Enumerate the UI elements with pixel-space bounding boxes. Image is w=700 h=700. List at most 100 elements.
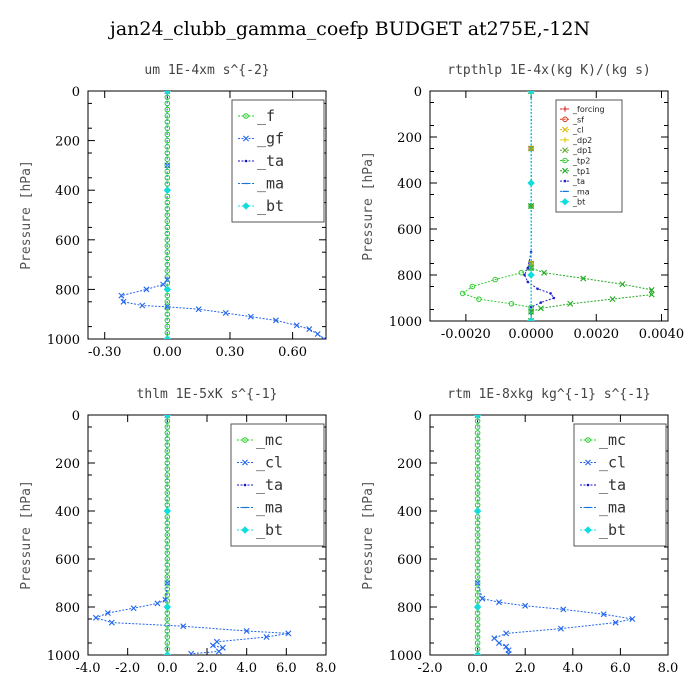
panel-title: thlm 1E-5xK s^{-1}	[137, 387, 278, 402]
series-cl-point	[496, 599, 503, 606]
legend-label: _tp1	[572, 167, 590, 176]
legend-label: _ma	[257, 175, 284, 193]
y-tick-label: 0	[72, 409, 80, 424]
legend-label: _forcing	[572, 105, 605, 114]
y-tick-label: 0	[414, 409, 422, 424]
legend-label: _dp1	[572, 146, 592, 155]
series-tp1-point	[541, 269, 548, 276]
series-cl-point	[600, 611, 607, 618]
series-cl-point	[215, 648, 222, 655]
series-bt-point	[473, 507, 482, 515]
series-cl-point	[522, 602, 529, 609]
series-ta-point	[526, 280, 530, 284]
x-tick-label: 0.30	[215, 345, 244, 360]
legend-label: _ma	[572, 187, 590, 196]
series-cl-point	[92, 614, 99, 621]
x-tick-label: -4.0	[75, 661, 100, 676]
series-mc-point	[474, 616, 481, 622]
series-ta-point	[536, 287, 539, 291]
series-bt-point	[473, 415, 482, 419]
series-cl-point	[629, 616, 636, 622]
y-tick-label: 400	[397, 505, 422, 520]
legend-marker	[562, 106, 568, 112]
series-cl-point	[612, 619, 619, 626]
series-group	[118, 91, 326, 339]
series-bt-point	[163, 507, 172, 515]
series-bt-point	[163, 415, 172, 419]
legend-label: _cl	[256, 454, 283, 472]
legend-marker	[561, 197, 569, 206]
series-bt-point	[527, 271, 535, 279]
series-f-point	[164, 106, 171, 113]
x-tick-label: 8.0	[316, 661, 337, 676]
legend-label: _ta	[572, 177, 585, 186]
y-tick-label: 0	[414, 85, 422, 100]
x-tick-label: -0.0020	[441, 327, 491, 342]
legend-box	[573, 423, 667, 547]
legend-label: _ma	[599, 499, 626, 517]
y-tick-label: 800	[397, 269, 422, 284]
panel-1: um 1E-4xm s^{-2} Pressure [hPa] 0 200 400 600…	[19, 63, 327, 360]
y-tick-label: 1000	[47, 333, 80, 348]
series-gf-point	[314, 331, 321, 338]
series-tp1-point	[537, 305, 544, 312]
series-cl-point	[285, 630, 292, 637]
y-tick-label: 200	[55, 135, 80, 150]
legend: _forcing_sf _cl_dp2_dp1 _tp2_tp1_ta_ma _bt	[555, 99, 623, 213]
legend-marker	[584, 526, 592, 534]
legend-label: _ta	[257, 152, 284, 170]
series-cl-point	[263, 634, 270, 640]
series-bt-point	[527, 317, 535, 321]
series-mc-point	[164, 574, 171, 580]
series-cl-point	[180, 623, 187, 630]
x-tick-label: 8.0	[658, 661, 679, 676]
series-gf-point	[293, 322, 300, 329]
series-tp1-point	[580, 275, 587, 282]
series-bt-point	[163, 285, 172, 294]
series-tp2-point	[476, 296, 482, 302]
x-tick-label: 0.0	[467, 661, 488, 676]
series-group	[459, 91, 655, 321]
series-mc-point	[474, 490, 481, 496]
y-tick-label: 600	[55, 234, 80, 249]
x-tick-label: 4.0	[236, 661, 257, 676]
series-tp2-point	[508, 300, 515, 307]
series-cl-point	[243, 628, 250, 634]
series-cl-point	[503, 643, 510, 650]
series-gf-point	[160, 281, 167, 288]
y-tick-label: 200	[55, 457, 80, 472]
x-tick-label: 6.0	[610, 661, 631, 676]
legend-box	[231, 99, 325, 223]
series-cl-point	[130, 605, 137, 612]
legend-marker	[244, 159, 248, 163]
series-ta-point	[526, 266, 530, 270]
legend-marker	[243, 135, 249, 142]
series-f-point	[164, 243, 171, 249]
legend-label: _bt	[256, 521, 283, 539]
plot-frame	[87, 90, 327, 340]
series-tp2-point	[459, 290, 466, 297]
series-group	[473, 415, 636, 655]
series-tp1-point	[619, 281, 626, 288]
legend-marker	[562, 157, 568, 164]
legend-label: _tp2	[572, 157, 590, 166]
y-tick-label: 400	[397, 177, 422, 192]
y-tick-label: 200	[397, 457, 422, 472]
x-tick-label: 0.0040	[639, 327, 685, 342]
series-ta-point	[552, 296, 556, 300]
legend-marker	[562, 137, 568, 143]
series-gf-point	[143, 286, 150, 293]
y-tick-label: 1000	[389, 315, 422, 330]
x-tick-label: 2.0	[197, 661, 218, 676]
x-tick-label: 0.0020	[574, 327, 620, 342]
series-cl-point	[560, 606, 567, 613]
series-tp1-point	[528, 265, 535, 272]
legend-label: _cl	[599, 454, 626, 472]
legend-marker	[243, 113, 249, 119]
legend-marker	[241, 526, 249, 534]
legend-label: _mc	[256, 431, 283, 449]
series-gf-point	[164, 276, 171, 283]
legend: _mc _cl _ta _ma _bt	[573, 423, 667, 547]
legend-label: _gf	[257, 130, 284, 148]
series-gf-point	[120, 298, 127, 305]
